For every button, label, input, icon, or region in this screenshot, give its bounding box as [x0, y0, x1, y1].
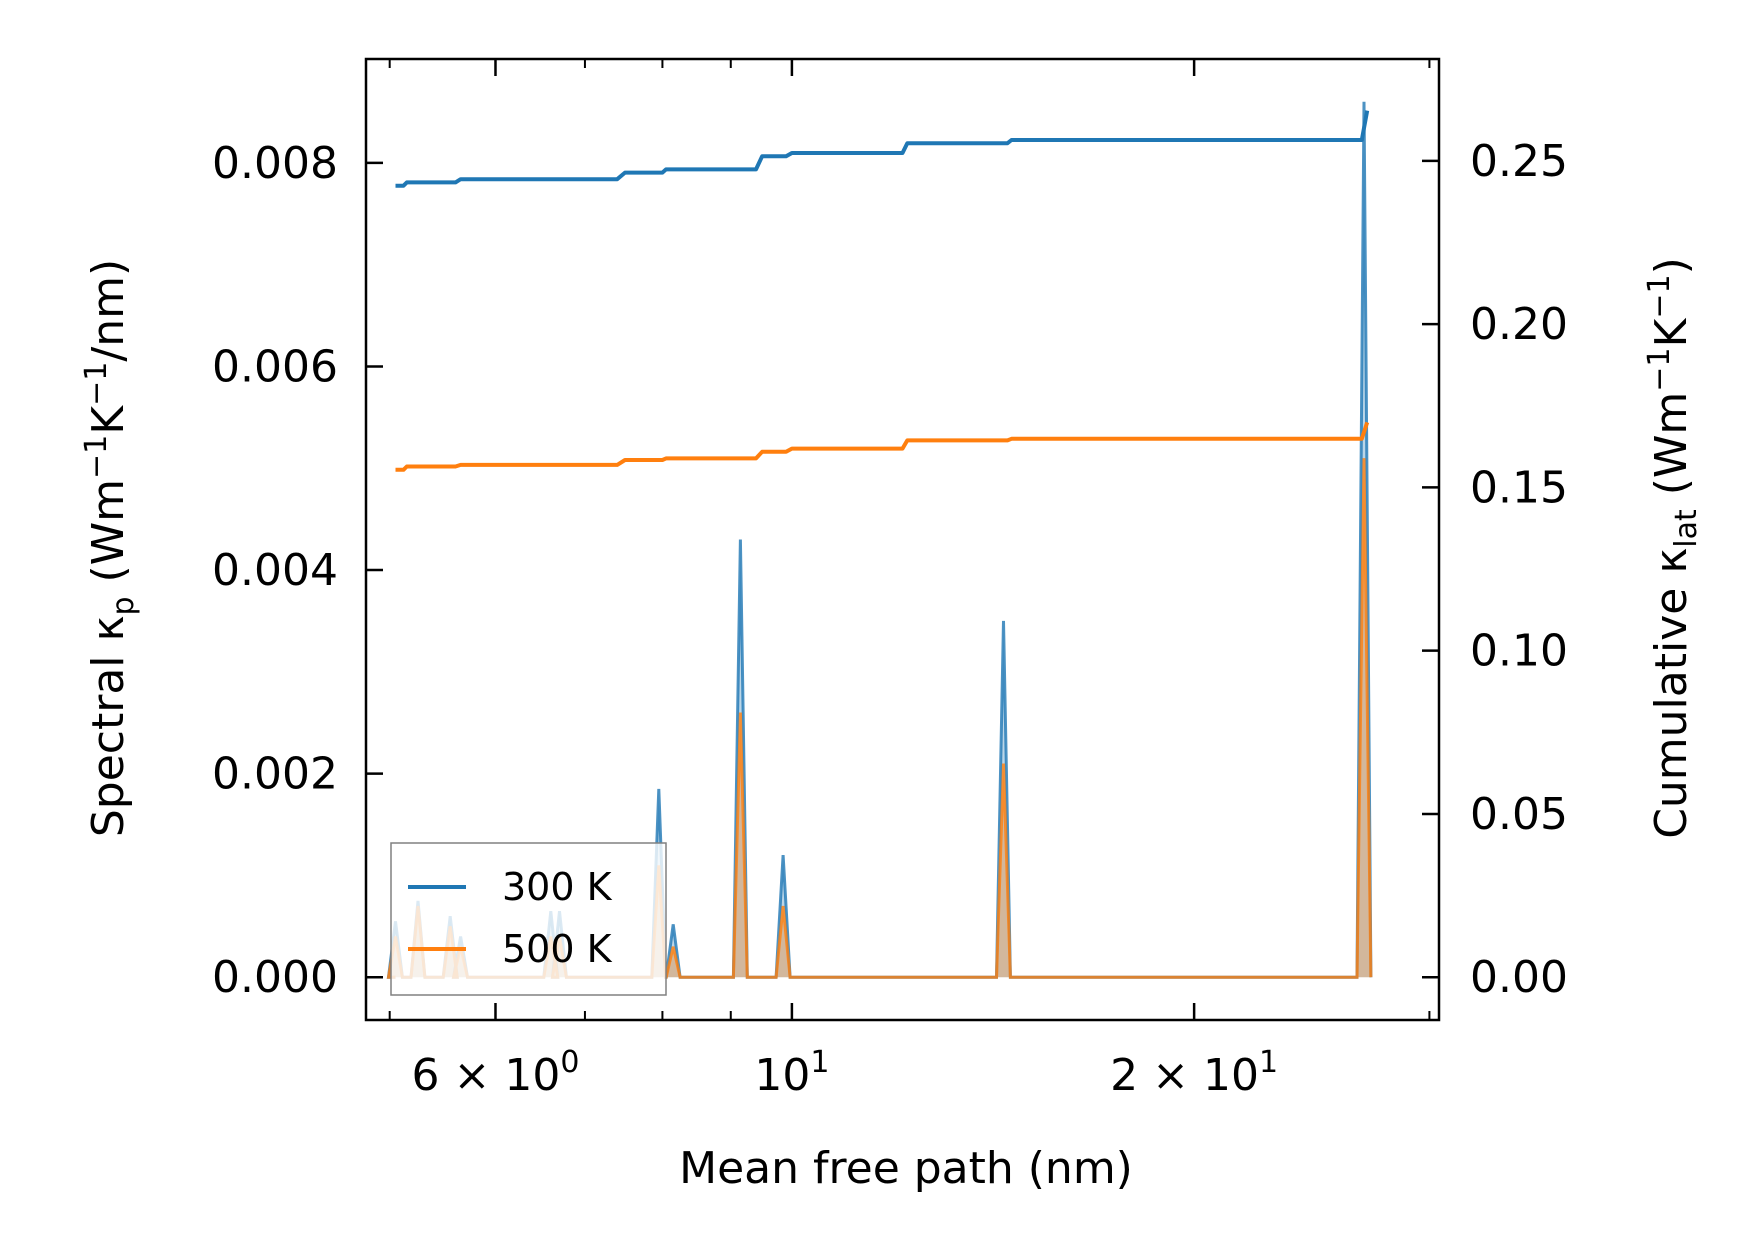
y-right-tick-label: 0.05 — [1470, 789, 1568, 840]
y-left-tick-label: 0.000 — [212, 952, 338, 1003]
y-left-tick-label: 0.002 — [212, 749, 338, 800]
y-right-axis-label: Cumulative κlat (Wm−1K−1) — [1642, 257, 1704, 839]
y-left-tick-label: 0.004 — [212, 545, 338, 596]
y-left-axis-label: Spectral κp (Wm−1K−1/nm) — [79, 259, 141, 837]
y-left-tick-label: 0.008 — [212, 138, 338, 189]
axis-ticks: 0.000 0.002 0.004 0.006 0.008 0.00 0.05 0.10 0.1… — [212, 59, 1568, 1101]
legend-label-300k: 300 K — [502, 865, 613, 909]
axes-frame — [364, 57, 1441, 1022]
x-tick-label: 101 — [754, 1045, 829, 1101]
y-right-tick-label: 0.10 — [1470, 626, 1568, 677]
x-axis-label: Mean free path (nm) — [679, 1143, 1133, 1194]
y-right-tick-label: 0.00 — [1470, 952, 1568, 1003]
y-right-tick-label: 0.20 — [1470, 299, 1568, 350]
cumulative-line-500k — [395, 421, 1370, 472]
legend: 300 K 500 K — [390, 842, 667, 996]
y-right-tick-label: 0.15 — [1470, 462, 1568, 513]
plot-frame — [364, 57, 1441, 1022]
y-left-tick-label: 0.006 — [212, 341, 338, 392]
legend-label-500k: 500 K — [502, 927, 613, 971]
x-tick-label: 2 × 101 — [1110, 1045, 1278, 1101]
legend-box — [390, 842, 667, 996]
x-tick-label: 6 × 100 — [412, 1045, 580, 1101]
y-right-tick-label: 0.25 — [1470, 136, 1568, 187]
cumulative-line-300k — [395, 110, 1370, 188]
